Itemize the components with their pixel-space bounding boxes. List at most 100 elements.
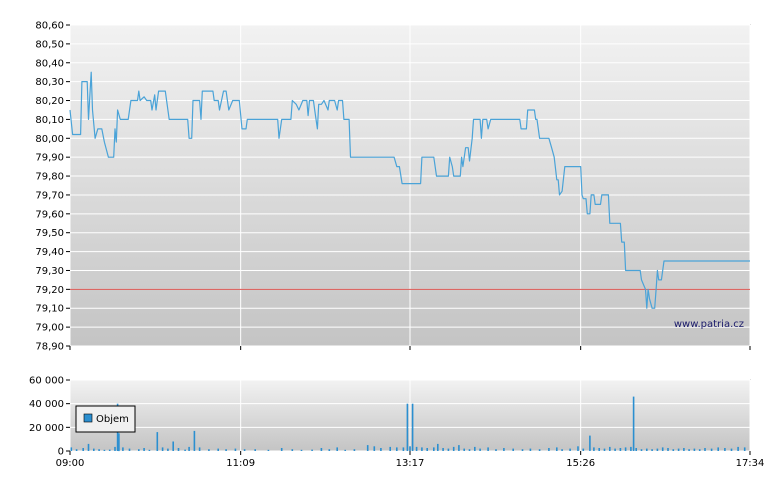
price-line — [69, 71, 750, 309]
volume-y-tick-label: 60 000 — [29, 376, 64, 387]
volume-bar — [122, 447, 124, 451]
volume-bar — [336, 447, 338, 451]
volume-bar — [320, 448, 323, 451]
volume-bar — [114, 446, 116, 451]
volume-bar — [243, 449, 246, 451]
time-tick-label: 15:26 — [566, 458, 595, 469]
volume-bar — [737, 446, 739, 451]
volume-bar — [291, 449, 294, 451]
volume-bar — [188, 446, 190, 451]
volume-bar — [93, 448, 95, 451]
volume-bar — [447, 448, 450, 451]
volume-bar — [503, 448, 505, 451]
volume-bar — [538, 449, 541, 451]
volume-bar — [632, 396, 635, 451]
volume-bar — [421, 447, 423, 451]
volume-bar — [311, 449, 313, 451]
volume-bar — [409, 446, 411, 451]
volume-bar — [396, 447, 398, 451]
volume-bar — [521, 449, 524, 451]
volume-bar — [82, 448, 84, 451]
price-y-tick-label: 79,90 — [35, 153, 64, 164]
volume-bar — [280, 448, 283, 451]
volume-bar — [98, 449, 100, 451]
volume-bar — [556, 447, 558, 451]
volume-legend: Objem — [75, 405, 136, 433]
volume-bar — [267, 449, 270, 451]
volume-bar — [561, 449, 563, 451]
volume-bar — [217, 448, 219, 451]
time-tick-label: 09:00 — [56, 458, 85, 469]
price-y-tick-label: 79,80 — [35, 172, 64, 183]
volume-bar — [619, 448, 622, 451]
time-tick-label: 13:17 — [396, 458, 425, 469]
volume-bar — [433, 447, 435, 451]
volume-bar — [683, 448, 685, 451]
price-y-tick-label: 80,40 — [35, 58, 64, 69]
volume-bar — [693, 448, 696, 451]
volume-bar — [118, 433, 120, 452]
volume-bar — [593, 447, 595, 451]
volume-bar — [234, 448, 237, 451]
volume-bar — [512, 448, 514, 451]
volume-bar — [656, 448, 659, 451]
volume-bar — [577, 446, 579, 451]
volume-bar — [167, 448, 169, 451]
volume-bar — [688, 449, 690, 451]
price-y-tick-label: 80,10 — [35, 115, 64, 126]
volume-bar — [487, 447, 489, 451]
volume-bar — [458, 445, 460, 451]
volume-bar — [225, 449, 227, 451]
price-series — [69, 71, 750, 309]
volume-y-tick-label: 20 000 — [29, 423, 64, 434]
watermark: www.patria.cz — [674, 319, 744, 330]
volume-bar — [468, 449, 471, 451]
volume-bar — [138, 449, 140, 451]
volume-bar — [710, 448, 713, 451]
volume-bar — [143, 448, 145, 451]
volume-bar — [698, 449, 701, 451]
price-y-tick-label: 79,20 — [35, 285, 64, 296]
volume-bar — [389, 446, 391, 451]
volume-bar — [426, 448, 428, 451]
price-y-tick-label: 79,60 — [35, 209, 64, 220]
volume-bar — [103, 449, 106, 451]
volume-bar — [582, 448, 585, 451]
price-y-tick-label: 80,20 — [35, 96, 64, 107]
volume-bar — [548, 448, 550, 451]
volume-bar — [529, 448, 532, 451]
price-y-tick-label: 79,10 — [35, 304, 64, 315]
volume-bar — [614, 448, 616, 451]
volume-bar — [442, 448, 444, 451]
price-y-axis: 80,60 80,50 80,40 80,30 80,20 80,10 80,00 79,90… — [35, 21, 70, 353]
volume-bar — [479, 448, 481, 451]
volume-y-tick-label: 40 000 — [29, 399, 64, 410]
volume-bar — [254, 449, 256, 451]
volume-bar — [730, 448, 733, 451]
volume-bar — [198, 447, 201, 451]
volume-bar — [411, 403, 414, 451]
legend-swatch — [83, 413, 93, 423]
volume-bar — [380, 448, 382, 451]
volume-bar — [437, 443, 439, 451]
volume-bar — [661, 447, 664, 451]
volume-bar — [495, 449, 497, 451]
volume-bar — [609, 446, 611, 451]
volume-bar — [128, 448, 131, 451]
volume-bar — [717, 447, 719, 451]
volume-bar — [463, 448, 465, 451]
volume-bar — [156, 432, 159, 451]
volume-bar — [328, 449, 331, 451]
volume-bar — [724, 448, 726, 451]
price-y-tick-label: 79,40 — [35, 247, 64, 258]
price-y-tick-label: 80,00 — [35, 134, 64, 145]
volume-bar — [677, 448, 680, 451]
volume-bar — [589, 435, 591, 451]
volume-bar — [75, 449, 78, 451]
volume-bar — [208, 449, 210, 451]
volume-bar — [366, 445, 369, 451]
legend-label: Objem — [96, 414, 129, 425]
price-y-tick-label: 79,70 — [35, 190, 64, 201]
volume-bar — [598, 448, 600, 451]
